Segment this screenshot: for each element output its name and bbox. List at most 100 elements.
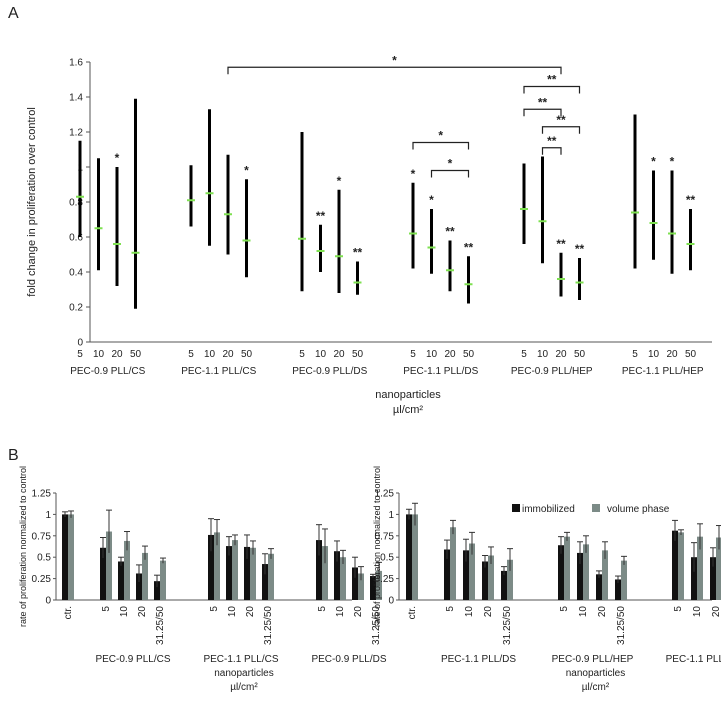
data-bar bbox=[672, 530, 678, 600]
data-bar bbox=[710, 557, 716, 600]
group-label: PEC-0.9 PLL/CS bbox=[95, 654, 170, 665]
significance-marker: * bbox=[244, 163, 249, 177]
y-tick-label: 0.25 bbox=[375, 574, 395, 585]
group-label: PEC-0.9 PLL/HEP bbox=[552, 654, 634, 665]
data-bar bbox=[214, 532, 220, 600]
dose-tick-label: 5 bbox=[77, 349, 83, 360]
dose-tick-label: 20 bbox=[444, 349, 456, 360]
data-bar bbox=[226, 546, 232, 600]
x-tick-label: 31.25/50 bbox=[616, 606, 627, 645]
group-label: PEC-1.1 PLL/DS bbox=[403, 366, 478, 377]
x-tick-label: 10 bbox=[335, 606, 346, 618]
legend-swatch-immobilized bbox=[512, 504, 520, 512]
data-bar bbox=[352, 567, 358, 600]
y-tick-label: 0.75 bbox=[375, 531, 395, 542]
comparison-bracket bbox=[412, 141, 470, 150]
bracket-significance: ** bbox=[547, 134, 557, 148]
x-axis-unit: µl/cm² bbox=[230, 682, 258, 693]
legend-label: volume phase bbox=[607, 504, 670, 515]
dose-tick-label: 50 bbox=[463, 349, 475, 360]
data-bar bbox=[118, 561, 124, 600]
bar-chart-b-left: 0 0.25 0.5 0.75 1 1.25 rate of proliferation n… bbox=[18, 466, 387, 693]
y-tick-label: 0.5 bbox=[380, 553, 394, 564]
data-bar bbox=[678, 532, 684, 600]
y-tick-label: 1 bbox=[45, 510, 51, 521]
dose-tick-label: 5 bbox=[410, 349, 416, 360]
data-bar bbox=[463, 550, 469, 600]
dose-tick-label: 50 bbox=[241, 349, 253, 360]
dose-tick-label: 5 bbox=[632, 349, 638, 360]
data-bar bbox=[208, 534, 214, 600]
x-tick-label: 5 bbox=[101, 606, 112, 612]
x-tick-label: 10 bbox=[692, 606, 703, 618]
data-bar bbox=[106, 531, 112, 600]
significance-marker: * bbox=[115, 151, 120, 165]
comparison-bracket bbox=[227, 66, 562, 75]
data-bar bbox=[124, 540, 130, 600]
dose-tick-label: 5 bbox=[299, 349, 305, 360]
dose-tick-label: 10 bbox=[315, 349, 327, 360]
y-tick-label: 0.2 bbox=[69, 303, 83, 314]
y-tick-label: 1.25 bbox=[375, 489, 395, 500]
dose-tick-label: 50 bbox=[685, 349, 697, 360]
data-bar bbox=[558, 545, 564, 600]
data-bar bbox=[340, 557, 346, 600]
data-bar bbox=[450, 527, 456, 600]
data-bar bbox=[691, 557, 697, 600]
data-bar bbox=[232, 540, 238, 600]
significance-marker: * bbox=[651, 155, 656, 169]
y-tick-label: 1.4 bbox=[69, 93, 83, 104]
y-tick-label: 0 bbox=[388, 596, 394, 607]
y-tick-label: 0.5 bbox=[37, 553, 51, 564]
group-label: PEC-0.9 PLL/DS bbox=[311, 654, 386, 665]
x-tick-label: 10 bbox=[578, 606, 589, 618]
data-bar bbox=[469, 543, 475, 600]
y-axis-title: fold change in proliferation over contro… bbox=[26, 107, 38, 297]
data-bar bbox=[621, 560, 627, 600]
significance-marker: * bbox=[411, 167, 416, 181]
dose-tick-label: 10 bbox=[204, 349, 216, 360]
bracket-significance: * bbox=[392, 53, 397, 67]
comparison-bracket bbox=[541, 126, 581, 134]
data-bar bbox=[334, 551, 340, 600]
significance-marker: * bbox=[429, 193, 434, 207]
data-bar bbox=[376, 570, 382, 600]
x-tick-label: 5 bbox=[673, 606, 684, 612]
x-tick-label: 10 bbox=[119, 606, 130, 618]
dose-tick-label: 20 bbox=[222, 349, 234, 360]
dose-tick-label: 10 bbox=[537, 349, 549, 360]
dose-tick-label: 5 bbox=[188, 349, 194, 360]
bracket-significance: ** bbox=[538, 95, 548, 109]
data-bar bbox=[160, 560, 166, 600]
dose-tick-label: 50 bbox=[574, 349, 586, 360]
x-axis-title: nanoparticles bbox=[375, 389, 441, 401]
x-axis-unit: µl/cm² bbox=[393, 404, 424, 416]
data-bar bbox=[142, 552, 148, 600]
dose-tick-label: 10 bbox=[426, 349, 438, 360]
group-label: PEC-1.1 PLL/HEP bbox=[666, 654, 721, 665]
y-tick-label: 0.6 bbox=[69, 233, 83, 244]
y-axis-title: rate of proliferation normalized to cont… bbox=[18, 466, 28, 627]
x-axis-title: nanoparticles bbox=[566, 668, 625, 679]
y-tick-label: 1.2 bbox=[69, 128, 83, 139]
bracket-significance: * bbox=[438, 129, 443, 143]
y-tick-label: 0 bbox=[77, 338, 83, 349]
dose-tick-label: 50 bbox=[130, 349, 142, 360]
data-bar bbox=[583, 544, 589, 600]
x-tick-label: 31.25/50 bbox=[371, 606, 382, 645]
data-bar bbox=[100, 547, 106, 600]
x-tick-label: 5 bbox=[559, 606, 570, 612]
control-bar bbox=[412, 514, 418, 600]
bracket-significance: * bbox=[448, 157, 453, 171]
data-bar bbox=[322, 546, 328, 600]
y-tick-label: 0.75 bbox=[32, 531, 52, 542]
data-bar bbox=[136, 573, 142, 600]
data-bar bbox=[482, 561, 488, 600]
data-bar bbox=[716, 537, 721, 600]
x-axis-title: nanoparticles bbox=[214, 668, 273, 679]
significance-marker: * bbox=[337, 174, 342, 188]
control-bar bbox=[406, 514, 412, 600]
data-bar bbox=[316, 540, 322, 600]
comparison-bracket bbox=[523, 108, 562, 117]
significance-marker: ** bbox=[556, 237, 566, 251]
